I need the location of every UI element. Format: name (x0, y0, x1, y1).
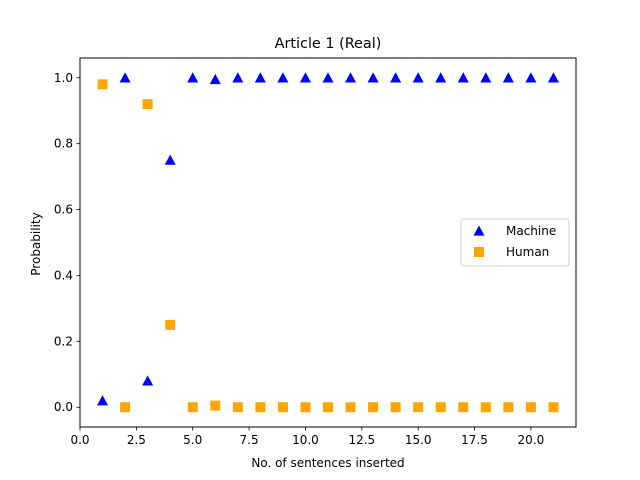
human-point (97, 79, 108, 90)
machine-point (299, 72, 311, 83)
human-point (187, 402, 198, 413)
machine-point (367, 72, 379, 83)
machine-point (142, 375, 154, 386)
human-point (548, 402, 559, 413)
machine-point (345, 72, 357, 83)
human-point (480, 402, 491, 413)
human-point (525, 402, 536, 413)
human-point (323, 402, 333, 413)
human-point (413, 402, 424, 413)
y-tick-label: 0.6 (54, 203, 73, 217)
machine-point (547, 72, 559, 83)
human-point (142, 99, 153, 110)
human-point (458, 402, 469, 413)
human-point (390, 402, 401, 413)
machine-point (187, 72, 199, 83)
legend-box (460, 218, 570, 267)
machine-point (164, 154, 176, 165)
x-tick-label: 7.5 (240, 433, 259, 447)
machine-point (390, 72, 402, 83)
x-tick-label: 10.0 (292, 433, 319, 447)
human-point (503, 402, 514, 413)
human-point (300, 402, 311, 413)
human-point (165, 319, 176, 330)
chart-title: Article 1 (Real) (275, 36, 382, 52)
x-tick-label: 17.5 (461, 433, 488, 447)
machine-point (322, 72, 334, 83)
legend-machine-label: Machine (506, 224, 556, 238)
y-tick-label: 1.0 (54, 71, 73, 85)
machine-point (209, 73, 221, 85)
x-axis-label: No. of sentences inserted (251, 456, 404, 470)
y-tick-label: 0.8 (54, 137, 73, 151)
human-point (368, 402, 379, 413)
legend-human-label: Human (506, 245, 549, 259)
axes-frame (79, 57, 577, 428)
human-point (255, 402, 266, 413)
machine-point (232, 72, 244, 83)
machine-point (502, 72, 514, 83)
y-axis-label: Probability (29, 212, 43, 275)
human-point (277, 402, 288, 413)
machine-point (277, 72, 289, 83)
human-point (232, 402, 243, 413)
human-point (435, 402, 446, 413)
x-tick-label: 0.0 (70, 433, 89, 447)
legend: Machine Human (460, 218, 570, 267)
human-point (120, 402, 131, 413)
machine-point (457, 72, 469, 83)
x-tick-label: 20.0 (518, 433, 545, 447)
human-point (345, 402, 356, 413)
legend-human-marker (474, 247, 484, 257)
x-tick-label: 12.5 (348, 433, 375, 447)
y-tick-label: 0.0 (54, 400, 73, 414)
machine-point (97, 395, 109, 406)
plot-area: 0.0 2.5 5.0 7.5 10.0 12.5 15.0 17.5 20.0 0.0 0.2 0.… (54, 57, 577, 447)
machine-point (525, 72, 537, 83)
legend-machine-marker (473, 225, 485, 236)
x-tick-label: 15.0 (405, 433, 432, 447)
y-tick-label: 0.4 (54, 268, 73, 282)
y-tick-label: 0.2 (54, 334, 73, 348)
human-point (210, 400, 221, 411)
machine-point (254, 72, 266, 83)
x-tick-label: 2.5 (127, 433, 146, 447)
machine-point (435, 72, 447, 83)
x-tick-label: 5.0 (183, 433, 202, 447)
machine-point (480, 72, 492, 83)
machine-point (412, 72, 424, 83)
machine-point (119, 72, 131, 83)
